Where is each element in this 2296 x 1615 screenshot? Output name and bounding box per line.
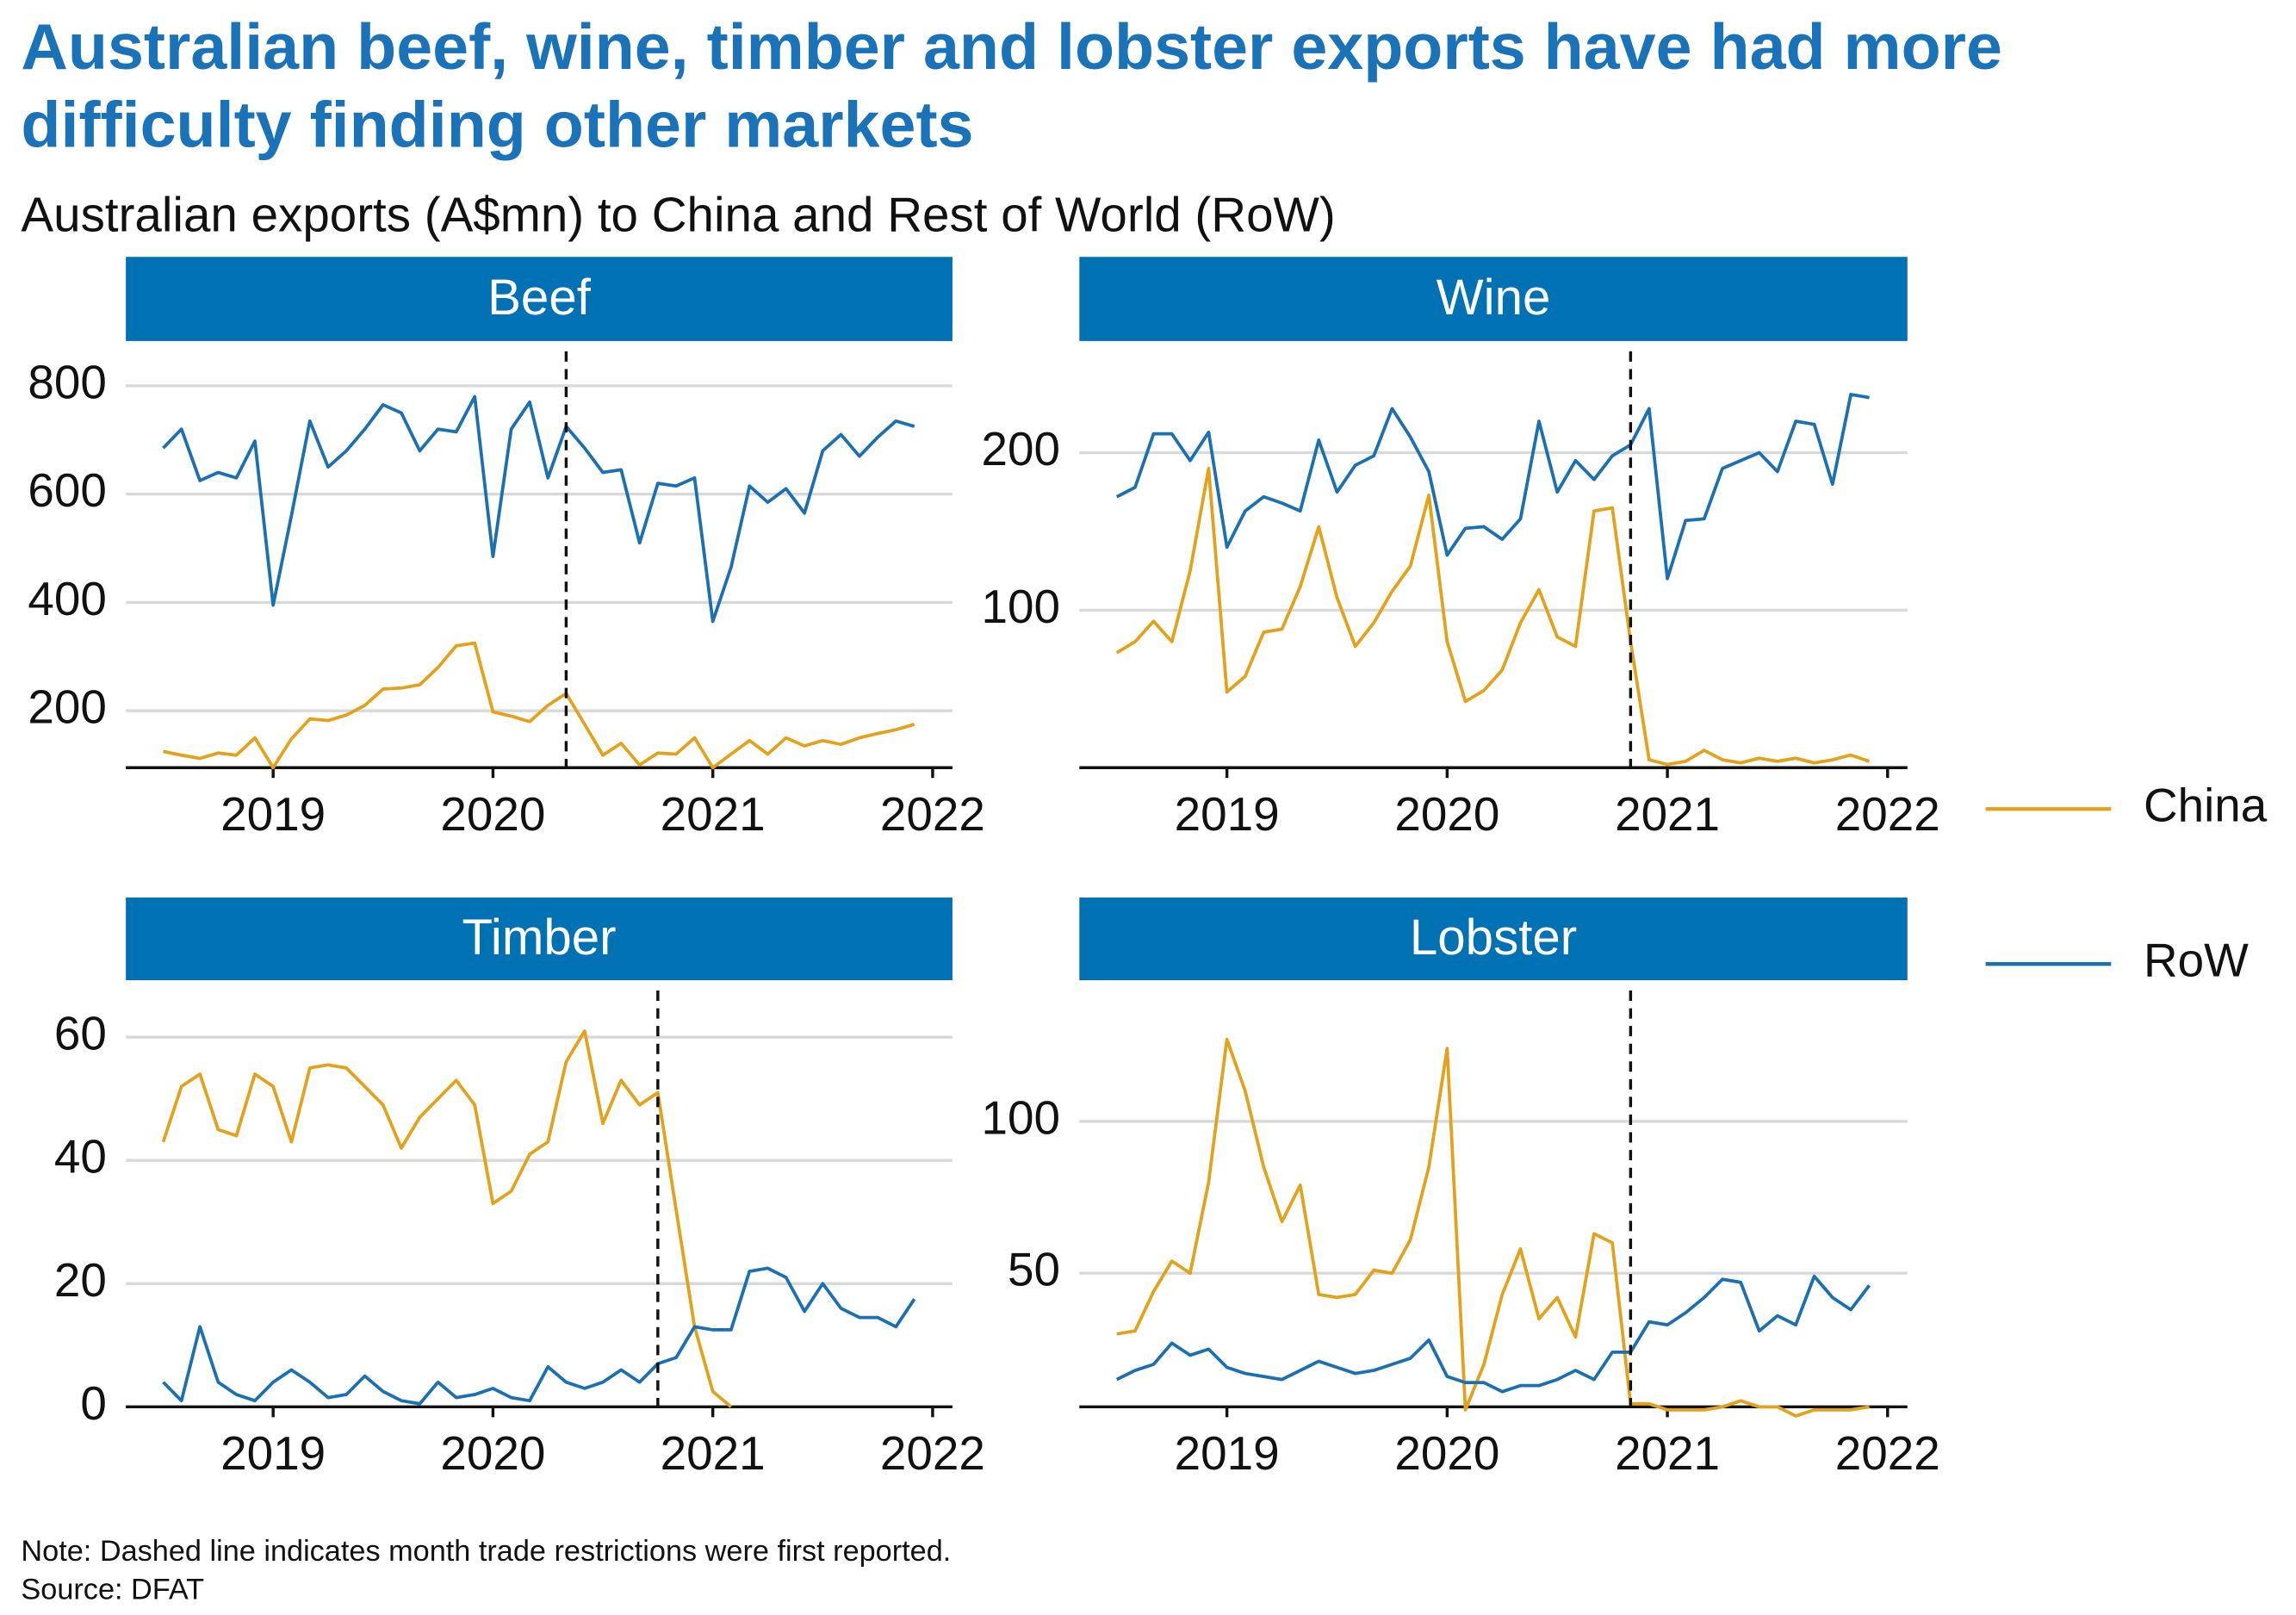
- x-tick-label: 2022: [880, 1426, 985, 1480]
- y-tick-label: 50: [1008, 1243, 1060, 1296]
- x-tick-label: 2022: [1835, 1426, 1940, 1480]
- series-line: [161, 1029, 733, 1408]
- y-tick-label: 800: [28, 355, 106, 408]
- chart-subtitle: Australian exports (A$mn) to China and R…: [21, 188, 1335, 242]
- x-tick-label: 2022: [880, 787, 985, 841]
- x-tick-label: 2022: [1835, 787, 1940, 841]
- series-line: [162, 1266, 916, 1406]
- panel-header: [1079, 257, 1908, 341]
- source: Source: DFAT: [21, 1574, 204, 1606]
- x-tick-label: 2019: [220, 1426, 326, 1480]
- panel-title: Lobster: [1410, 910, 1577, 966]
- x-tick-label: 2020: [440, 1426, 545, 1480]
- panel-header: [126, 898, 953, 981]
- x-tick-label: 2019: [1175, 1426, 1280, 1480]
- y-tick-label: 0: [80, 1376, 107, 1430]
- series-line: [162, 394, 915, 624]
- x-tick-label: 2021: [661, 1426, 766, 1480]
- x-tick-label: 2020: [1394, 787, 1499, 841]
- series-line: [1115, 466, 1871, 767]
- panel-title: Timber: [462, 910, 616, 966]
- panel-header: [126, 257, 953, 341]
- note: Note: Dashed line indicates month trade …: [21, 1535, 951, 1568]
- y-tick-label: 100: [982, 1090, 1060, 1144]
- y-tick-label: 400: [28, 572, 106, 625]
- y-tick-label: 40: [54, 1130, 107, 1183]
- panel-title: Wine: [1437, 270, 1551, 326]
- series-line: [1115, 1274, 1871, 1394]
- chart-title: Australian beef, wine, timber and lobste…: [21, 10, 2001, 83]
- panel-header: [1079, 898, 1908, 981]
- y-tick-label: 20: [54, 1253, 107, 1307]
- y-tick-label: 200: [28, 680, 106, 734]
- series-line: [1116, 1037, 1870, 1418]
- x-tick-label: 2019: [1175, 787, 1280, 841]
- legend-label: China: [2144, 779, 2268, 832]
- series-line: [163, 641, 915, 770]
- y-tick-label: 60: [54, 1007, 107, 1060]
- y-tick-label: 200: [982, 422, 1060, 475]
- x-tick-label: 2019: [220, 787, 326, 841]
- x-tick-label: 2020: [440, 787, 545, 841]
- y-tick-label: 100: [982, 580, 1060, 633]
- x-tick-label: 2021: [1615, 787, 1720, 841]
- x-tick-label: 2020: [1394, 1426, 1499, 1480]
- legend-label: RoW: [2144, 934, 2249, 987]
- x-tick-label: 2021: [1615, 1426, 1720, 1480]
- x-tick-label: 2021: [661, 787, 766, 841]
- chart-title: difficulty finding other markets: [21, 89, 973, 161]
- series-line: [1115, 393, 1870, 581]
- panel-title: Beef: [487, 270, 592, 326]
- y-tick-label: 600: [28, 463, 106, 517]
